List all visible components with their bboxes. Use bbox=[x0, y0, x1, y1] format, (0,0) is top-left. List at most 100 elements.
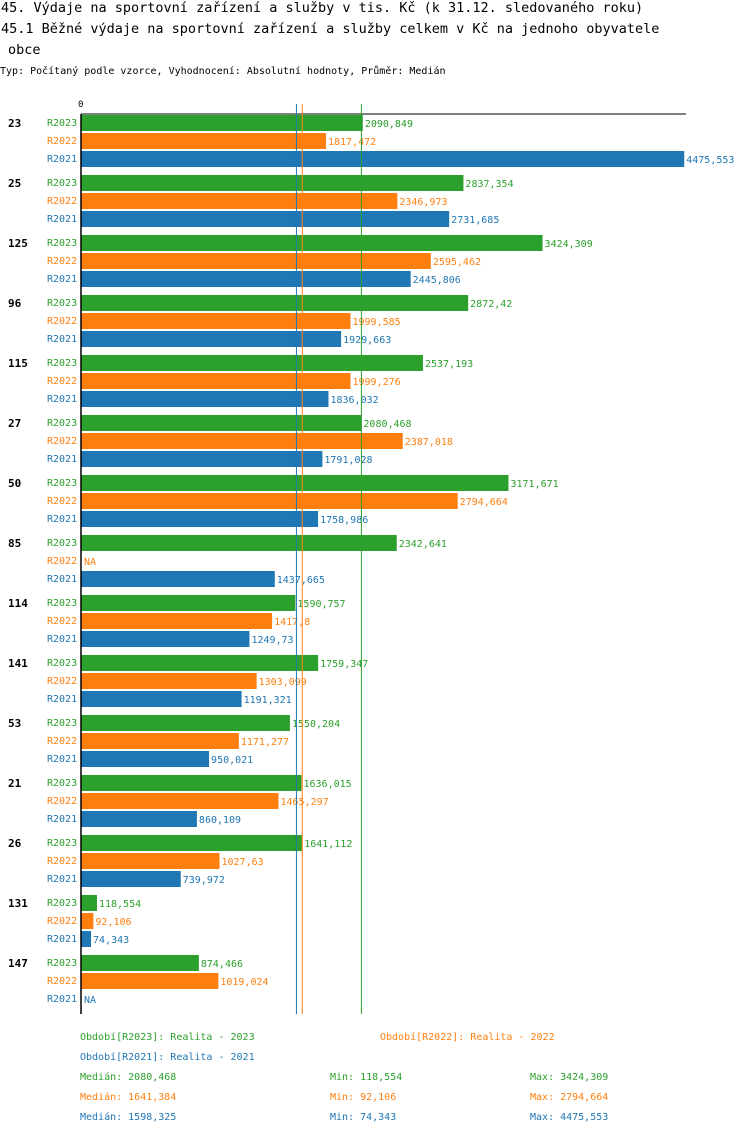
bar-r2023 bbox=[81, 895, 97, 911]
value-label-r2022: 2595,462 bbox=[433, 257, 481, 268]
value-label-r2023: 118,554 bbox=[99, 899, 141, 910]
series-label-r2021: R2021 bbox=[47, 154, 77, 165]
series-label-r2023: R2023 bbox=[47, 538, 77, 549]
series-label-r2022: R2022 bbox=[47, 496, 77, 507]
series-label-r2023: R2023 bbox=[47, 418, 77, 429]
category-label: 27 bbox=[8, 417, 21, 430]
chart-subtitle: 45.1 Běžné výdaje na sportovní zařízení … bbox=[1, 21, 660, 37]
value-label-r2021: 2445,806 bbox=[413, 275, 461, 286]
value-label-r2022: 1999,276 bbox=[352, 377, 400, 388]
series-label-r2023: R2023 bbox=[47, 658, 77, 669]
value-label-r2021: 1437,665 bbox=[277, 575, 325, 586]
series-label-r2022: R2022 bbox=[47, 676, 77, 687]
category-label: 125 bbox=[8, 237, 28, 250]
value-label-r2023: 1759,347 bbox=[320, 659, 368, 670]
series-label-r2023: R2023 bbox=[47, 958, 77, 969]
bar-r2023 bbox=[81, 115, 363, 131]
bar-r2022 bbox=[81, 913, 94, 929]
bar-r2023 bbox=[81, 175, 464, 191]
value-label-r2023: 1641,112 bbox=[304, 839, 352, 850]
series-label-r2021: R2021 bbox=[47, 694, 77, 705]
value-label-r2021: 1791,028 bbox=[324, 455, 372, 466]
bar-r2022 bbox=[81, 253, 431, 269]
series-label-r2021: R2021 bbox=[47, 394, 77, 405]
bar-r2021 bbox=[81, 931, 92, 947]
value-label-r2022: 1817,472 bbox=[328, 137, 376, 148]
series-label-r2023: R2023 bbox=[47, 358, 77, 369]
category-label: 25 bbox=[8, 177, 21, 190]
category-label: 141 bbox=[8, 657, 28, 670]
value-label-r2023: 1590,757 bbox=[297, 599, 345, 610]
bar-r2023 bbox=[81, 235, 543, 251]
bar-r2022 bbox=[81, 733, 239, 749]
series-label-r2021: R2021 bbox=[47, 814, 77, 825]
value-label-r2022: 2794,664 bbox=[460, 497, 508, 508]
bar-r2022 bbox=[81, 313, 351, 329]
stat-max-r2023: Max: 3424,309 bbox=[530, 1072, 608, 1083]
value-label-r2021: 739,972 bbox=[183, 875, 225, 886]
value-label-r2023: 2537,193 bbox=[425, 359, 473, 370]
category-label: 147 bbox=[8, 957, 28, 970]
stat-median-r2023: Medián: 2080,468 bbox=[80, 1071, 176, 1083]
series-label-r2023: R2023 bbox=[47, 478, 77, 489]
series-label-r2021: R2021 bbox=[47, 454, 77, 465]
bar-r2023 bbox=[81, 535, 397, 551]
series-label-r2022: R2022 bbox=[47, 436, 77, 447]
value-label-r2021: 950,021 bbox=[211, 755, 253, 766]
category-label: 50 bbox=[8, 477, 21, 490]
bar-r2022 bbox=[81, 853, 220, 869]
series-label-r2022: R2022 bbox=[47, 196, 77, 207]
stat-max-r2021: Max: 4475,553 bbox=[530, 1112, 608, 1123]
value-label-r2023: 2342,641 bbox=[399, 539, 447, 550]
bar-r2021 bbox=[81, 271, 411, 287]
value-label-r2023: 2872,42 bbox=[470, 299, 512, 310]
category-label: 21 bbox=[8, 777, 22, 790]
bar-r2021 bbox=[81, 751, 210, 767]
value-label-r2023: 2837,354 bbox=[465, 179, 513, 190]
value-label-r2022: 1019,024 bbox=[220, 977, 268, 988]
value-label-r2022: 1465,297 bbox=[281, 797, 329, 808]
series-label-r2021: R2021 bbox=[47, 514, 77, 525]
value-label-r2021: 1929,663 bbox=[343, 335, 391, 346]
category-label: 85 bbox=[8, 537, 21, 550]
series-label-r2023: R2023 bbox=[47, 838, 77, 849]
bar-r2023 bbox=[81, 835, 303, 851]
value-label-r2021: 1836,032 bbox=[330, 395, 378, 406]
series-label-r2022: R2022 bbox=[47, 376, 77, 387]
value-label-r2021: 860,109 bbox=[199, 815, 241, 826]
legend-item-r2023: Období[R2023]: Realita - 2023 bbox=[80, 1031, 255, 1043]
bar-r2022 bbox=[81, 793, 279, 809]
value-label-r2021: 1249,73 bbox=[251, 635, 293, 646]
bar-r2021 bbox=[81, 871, 181, 887]
bar-r2022 bbox=[81, 133, 326, 149]
series-label-r2022: R2022 bbox=[47, 796, 77, 807]
value-label-r2022: 1999,585 bbox=[353, 317, 401, 328]
value-label-r2023: 874,466 bbox=[201, 959, 243, 970]
bar-r2023 bbox=[81, 415, 362, 431]
category-label: 131 bbox=[8, 897, 28, 910]
series-label-r2022: R2022 bbox=[47, 136, 77, 147]
bar-r2021 bbox=[81, 691, 242, 707]
series-label-r2023: R2023 bbox=[47, 298, 77, 309]
bar-r2022 bbox=[81, 973, 219, 989]
value-label-r2021: 1758,986 bbox=[320, 515, 368, 526]
chart-type-info: Typ: Počítaný podle vzorce, Vyhodnocení:… bbox=[0, 66, 446, 77]
bar-r2021 bbox=[81, 151, 685, 167]
category-label: 114 bbox=[8, 597, 28, 610]
bar-r2021 bbox=[81, 451, 323, 467]
legend-item-r2021: Období[R2021]: Realita - 2021 bbox=[80, 1051, 255, 1063]
value-label-r2022: 2387,018 bbox=[405, 437, 453, 448]
bar-r2021 bbox=[81, 571, 275, 587]
chart-subtitle-continued: obce bbox=[8, 42, 41, 58]
category-label: 115 bbox=[8, 357, 28, 370]
value-label-r2023: 2080,468 bbox=[363, 419, 411, 430]
stat-min-r2023: Min: 118,554 bbox=[330, 1072, 402, 1083]
series-label-r2023: R2023 bbox=[47, 718, 77, 729]
series-label-r2021: R2021 bbox=[47, 934, 77, 945]
series-label-r2021: R2021 bbox=[47, 274, 77, 285]
value-label-r2022: 2346,973 bbox=[399, 197, 447, 208]
bar-r2021 bbox=[81, 811, 197, 827]
bar-r2023 bbox=[81, 475, 509, 491]
series-label-r2021: R2021 bbox=[47, 874, 77, 885]
bar-r2023 bbox=[81, 655, 319, 671]
